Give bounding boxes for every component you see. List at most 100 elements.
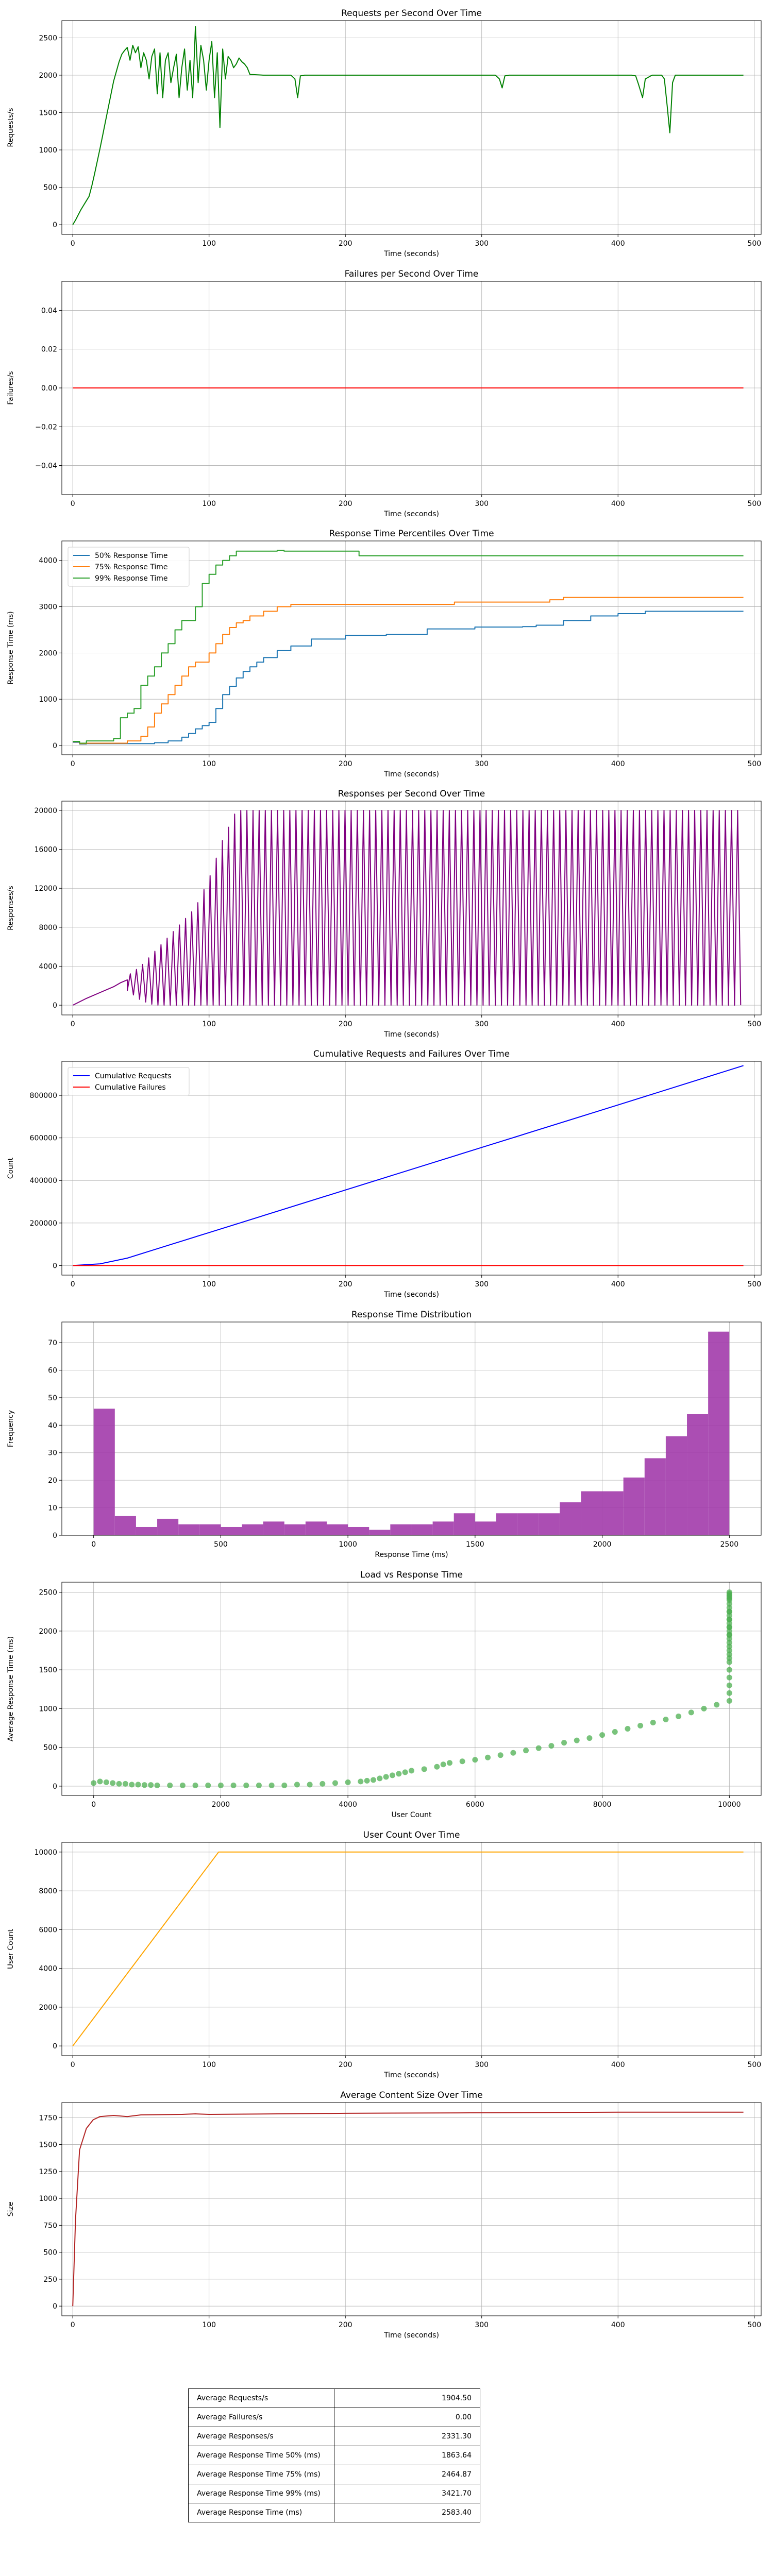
legend-label: Cumulative Failures <box>95 1083 166 1092</box>
y-tick-label: 1750 <box>39 2114 57 2122</box>
summary-label: Average Failures/s <box>188 2408 334 2427</box>
legend-label: 75% Response Time <box>95 563 168 571</box>
legend-label: Cumulative Requests <box>95 1072 172 1080</box>
x-tick-label: 400 <box>611 760 625 768</box>
y-tick-label: 0 <box>53 2042 57 2050</box>
x-tick-label: 10000 <box>718 1801 741 1809</box>
x-axis-label: Time (seconds) <box>383 1291 439 1299</box>
scatter-point <box>523 1748 529 1754</box>
plot-area <box>73 550 744 745</box>
histogram-bar <box>157 1518 179 1535</box>
x-tick-label: 200 <box>339 1280 352 1289</box>
y-tick-label: 500 <box>43 2249 57 2257</box>
y-tick-label: 1500 <box>39 2141 57 2149</box>
x-tick-label: 0 <box>91 1801 96 1809</box>
summary-label: Average Response Time 99% (ms) <box>188 2484 334 2503</box>
y-tick-label: −0.02 <box>35 423 57 431</box>
x-tick-label: 0 <box>71 1280 75 1289</box>
chart-title: Failures per Second Over Time <box>345 269 479 279</box>
histogram-bar <box>93 1409 115 1535</box>
y-tick-label: 4000 <box>39 557 57 565</box>
axes-frame <box>61 1842 762 2056</box>
table-row: Average Failures/s 0.00 <box>188 2408 480 2427</box>
scatter-point <box>726 1651 732 1657</box>
scatter-point <box>726 1655 732 1662</box>
y-tick-label: 6000 <box>39 1926 57 1934</box>
scatter-point <box>714 1702 720 1708</box>
summary-label: Average Response Time 75% (ms) <box>188 2465 334 2484</box>
x-tick-label: 2000 <box>593 1540 612 1549</box>
x-tick-label: 1000 <box>339 1540 357 1549</box>
y-axis-label: Response Time (ms) <box>7 611 15 684</box>
x-tick-label: 300 <box>475 2321 489 2329</box>
summary-value: 3421.70 <box>334 2484 480 2503</box>
x-tick-label: 100 <box>202 1020 216 1028</box>
x-tick-label: 8000 <box>593 1801 612 1809</box>
y-tick-label: 0 <box>53 221 57 229</box>
x-tick-label: 400 <box>611 2061 625 2069</box>
axes-frame <box>61 1061 762 1276</box>
scatter-point <box>612 1729 618 1735</box>
table-row: Average Response Time 75% (ms) 2464.87 <box>188 2465 480 2484</box>
y-tick-label: 750 <box>43 2222 57 2230</box>
scatter-point <box>141 1782 147 1788</box>
chart-title: Average Content Size Over Time <box>340 2090 482 2100</box>
histogram-bar <box>178 1524 200 1535</box>
y-axis-label: Count <box>7 1157 15 1179</box>
y-tick-label: 20000 <box>34 807 57 815</box>
x-tick-label: 300 <box>475 2061 489 2069</box>
axes-frame <box>61 2102 762 2316</box>
y-axis-label: Failures/s <box>7 371 15 404</box>
scatter-point <box>332 1780 338 1786</box>
x-tick-label: 200 <box>339 240 352 248</box>
chart-title: Response Time Distribution <box>351 1310 472 1320</box>
y-tick-label: 2000 <box>39 1628 57 1636</box>
x-axis-label: User Count <box>392 1811 432 1819</box>
histogram-bar <box>114 1516 136 1535</box>
x-tick-label: 500 <box>747 500 761 508</box>
histogram-bar <box>326 1524 348 1535</box>
histogram-bar <box>242 1524 263 1535</box>
x-tick-label: 0 <box>71 2321 75 2329</box>
y-tick-label: 0.00 <box>41 384 57 393</box>
y-tick-label: 16000 <box>34 846 57 854</box>
scatter-point <box>726 1667 732 1673</box>
x-tick-label: 300 <box>475 760 489 768</box>
plot-area <box>72 1851 744 2046</box>
x-tick-label: 500 <box>747 760 761 768</box>
histogram-bar <box>539 1513 560 1535</box>
plot-area <box>93 1331 730 1535</box>
x-tick-label: 0 <box>91 1540 96 1549</box>
scatter-point <box>599 1732 606 1738</box>
summary-label: Average Response Time 50% (ms) <box>188 2446 334 2465</box>
scatter-point <box>586 1735 593 1741</box>
scatter-point <box>129 1782 135 1788</box>
summary-value: 2583.40 <box>334 2503 480 2522</box>
scatter-point <box>650 1719 656 1725</box>
histogram-bar <box>263 1521 284 1535</box>
scatter-point <box>389 1772 395 1778</box>
y-tick-label: 1000 <box>39 696 57 704</box>
x-tick-label: 6000 <box>466 1801 484 1809</box>
y-tick-label: −0.04 <box>35 462 57 470</box>
summary-value: 0.00 <box>334 2408 480 2427</box>
y-tick-label: 2000 <box>39 2004 57 2012</box>
scatter-point <box>103 1779 109 1785</box>
scatter-point <box>726 1647 732 1653</box>
series-line <box>72 810 742 1006</box>
y-tick-label: 30 <box>48 1449 57 1458</box>
scatter-point <box>396 1771 402 1777</box>
x-tick-label: 0 <box>71 1020 75 1028</box>
y-tick-label: 600000 <box>30 1134 57 1143</box>
y-axis-label: Responses/s <box>7 886 15 930</box>
x-tick-label: 0 <box>71 760 75 768</box>
plot-area <box>91 1589 732 1788</box>
y-tick-label: 20 <box>48 1477 57 1485</box>
scatter-point <box>726 1605 732 1611</box>
x-tick-label: 100 <box>202 2321 216 2329</box>
table-row: Average Requests/s 1904.50 <box>188 2388 480 2408</box>
x-tick-label: 100 <box>202 500 216 508</box>
chart-title: Response Time Percentiles Over Time <box>329 529 494 539</box>
scatter-point <box>402 1769 408 1775</box>
